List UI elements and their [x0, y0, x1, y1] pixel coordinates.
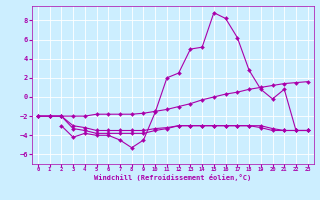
X-axis label: Windchill (Refroidissement éolien,°C): Windchill (Refroidissement éolien,°C) [94, 174, 252, 181]
